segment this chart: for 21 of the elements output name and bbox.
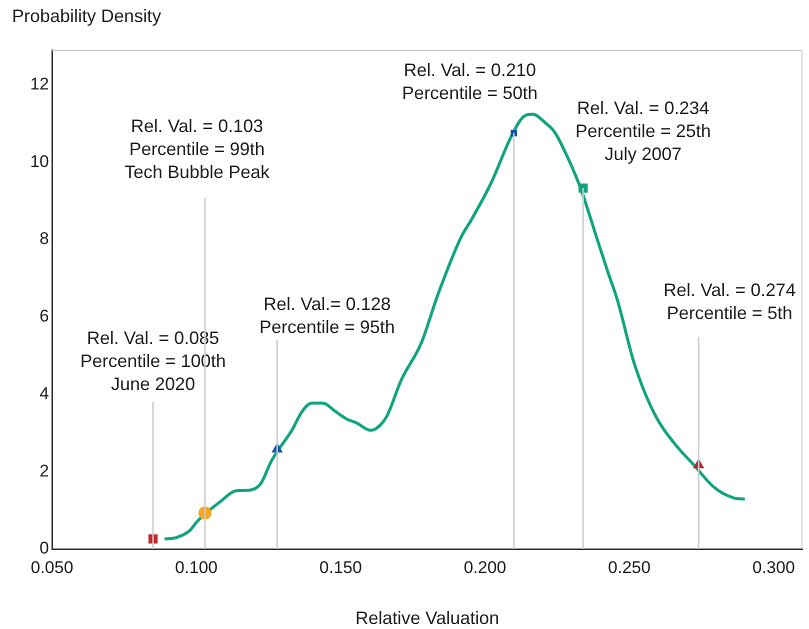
ref-line-label: Rel. Val.= 0.128 Percentile = 95th <box>259 294 395 337</box>
y-tick-label: 0 <box>40 538 49 558</box>
x-tick-label: 0.250 <box>608 558 651 577</box>
y-tick-label: 4 <box>40 384 49 403</box>
ref-line-label: Rel. Val. = 0.234 Percentile = 25th July 2007 <box>575 98 711 164</box>
y-tick-label: 2 <box>40 461 49 480</box>
ref-line-label: Rel. Val. = 0.103 Percentile = 99th Tech Bubble Peak <box>124 116 271 182</box>
y-tick-label: 10 <box>30 152 49 171</box>
y-axis-title: Probability Density <box>12 6 162 26</box>
x-tick-label: 0.200 <box>464 558 506 577</box>
y-tick-label: 6 <box>40 306 49 326</box>
y-tick-label: 8 <box>40 229 49 248</box>
ref-line-label: Rel. Val. = 0.210 Percentile = 50th <box>402 60 538 103</box>
x-tick-label: 0.100 <box>175 558 218 577</box>
x-tick-label: 0.150 <box>319 558 362 577</box>
x-axis-title: Relative Valuation <box>355 608 500 628</box>
y-tick-label: 12 <box>30 74 49 94</box>
x-tick-label: 0.300 <box>752 558 795 577</box>
ref-line-label: Rel. Val. = 0.085 Percentile = 100th June 2020 <box>80 328 226 394</box>
ref-line-label: Rel. Val. = 0.274 Percentile = 5th <box>663 280 796 323</box>
x-tick-label: 0.050 <box>30 558 74 577</box>
